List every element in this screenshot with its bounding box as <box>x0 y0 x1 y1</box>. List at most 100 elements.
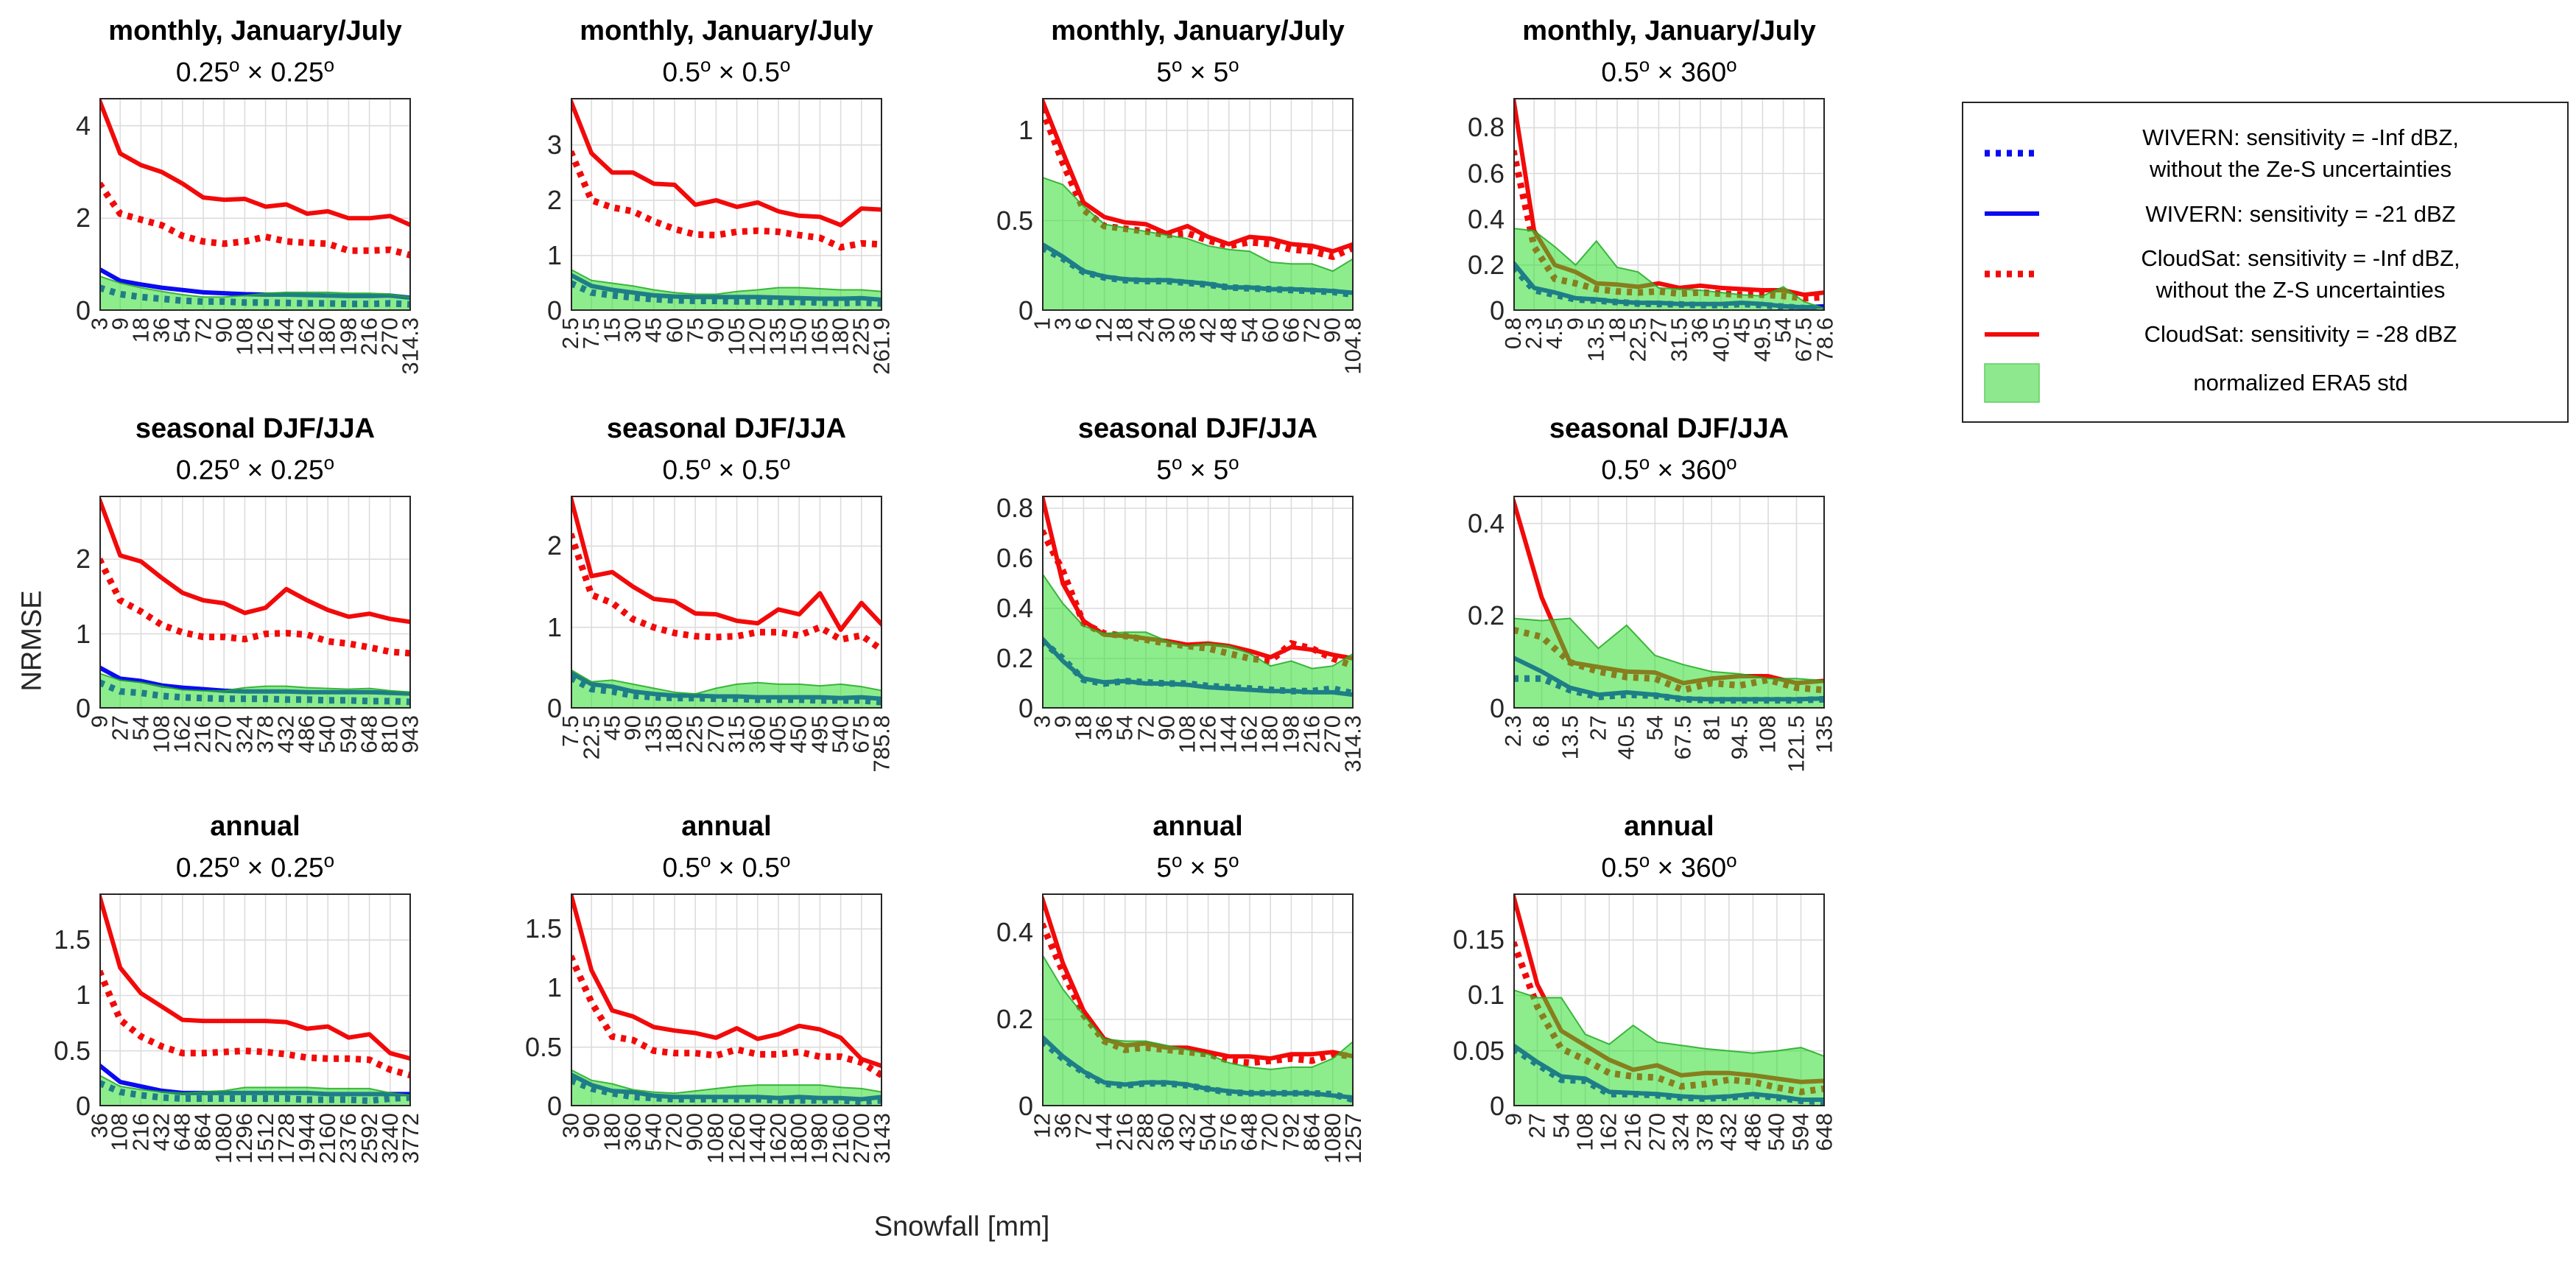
axes-box <box>99 496 411 709</box>
legend-item-label: WIVERN: sensitivity = -21 dBZ <box>2047 198 2554 230</box>
y-tick-label: 0.8 <box>996 493 1033 523</box>
x-tick-label: 78.6 <box>1812 317 1837 362</box>
era5-std-area <box>1513 228 1825 311</box>
era5-std-area <box>1513 988 1825 1106</box>
axes-box <box>1042 893 1354 1106</box>
subplot-annual-0.5-0.5: annual 0.5o × 0.5o 0 0.5 1 1.5 30 90 180 360 540 72… <box>525 811 895 1164</box>
y-tick-label: 0.6 <box>996 543 1033 573</box>
axes-box <box>1513 893 1825 1106</box>
x-tick-label: 9 <box>1500 1113 1526 1126</box>
blue-solid-line-swatch <box>1977 209 2047 218</box>
plot-title: annual <box>1624 811 1714 842</box>
cloudsat-solid-line <box>571 98 882 228</box>
legend-item-era5: normalized ERA5 std <box>1977 362 2554 403</box>
x-tick-label: 261.9 <box>869 317 895 375</box>
era5-std-area <box>1042 176 1354 311</box>
x-tick-label: 162 <box>1596 1113 1622 1151</box>
plot-subtitle: 5o × 5o <box>1156 54 1239 88</box>
axes-box <box>571 496 882 709</box>
y-tick-label: 0 <box>75 295 91 326</box>
legend-line: WIVERN: sensitivity = -Inf dBZ, <box>2142 124 2459 151</box>
era5-std-area <box>1513 617 1825 709</box>
y-tick-label: 0 <box>1489 693 1505 723</box>
cloudsat-solid-line <box>1042 98 1354 254</box>
y-tick-label: 0 <box>546 693 562 723</box>
cloudsat-solid-line <box>99 893 411 1061</box>
x-tick-label: 67.5 <box>1669 715 1696 760</box>
y-tick-label: 2 <box>75 203 91 233</box>
cloudsat-solid-line <box>99 497 411 625</box>
y-tick-label: 0.5 <box>524 1031 562 1062</box>
era5-std-area <box>571 268 882 311</box>
y-tick-label: 0.8 <box>1467 112 1505 143</box>
y-tick-label: 3 <box>546 129 562 160</box>
plot-title: monthly, January/July <box>1522 15 1816 46</box>
y-tick-label: 0 <box>75 693 91 723</box>
plot-canvas <box>571 98 882 311</box>
plot-canvas <box>1513 893 1825 1106</box>
plot-subtitle: 0.5o × 360o <box>1601 54 1737 88</box>
legend-line: CloudSat: sensitivity = -Inf dBZ, <box>2141 245 2460 271</box>
y-tick-label: 1 <box>546 972 562 1003</box>
plot-subtitle: 0.25o × 0.25o <box>175 54 335 88</box>
y-tick-label: 0 <box>1018 693 1033 723</box>
cloudsat-dotted-line <box>571 955 882 1079</box>
red-dotted-line-swatch <box>1977 270 2047 278</box>
plot-title: annual <box>210 811 300 842</box>
x-tick-label: 54 <box>1548 1113 1574 1139</box>
legend-line: without the Z-S uncertainties <box>2156 276 2446 303</box>
y-tick-label: 0.2 <box>996 643 1033 673</box>
era5-std-area <box>99 275 411 311</box>
legend: WIVERN: sensitivity = -Inf dBZ, without … <box>1962 102 2569 423</box>
plot-canvas <box>1042 496 1354 709</box>
x-axis-label: Snowfall [mm] <box>873 1211 1050 1243</box>
cloudsat-solid-line <box>99 98 411 228</box>
y-tick-label: 0.2 <box>996 1004 1033 1035</box>
subplot-annual-0.5-360: annual 0.5o × 360o 0 0.05 0.1 0.15 9 27 54 108 162… <box>1453 811 1837 1151</box>
x-tick-label: 314.3 <box>1340 715 1366 773</box>
y-tick-label: 0.1 <box>1467 980 1505 1011</box>
y-tick-label: 0.5 <box>996 205 1033 236</box>
legend-item-label: normalized ERA5 std <box>2047 367 2554 398</box>
cloudsat-solid-line <box>571 496 882 632</box>
cloudsat-dotted-line <box>571 533 882 653</box>
plot-subtitle: 0.5o × 360o <box>1601 452 1737 485</box>
plot-canvas <box>1042 893 1354 1106</box>
green-patch-swatch <box>1977 362 2047 403</box>
subplot-annual-0.25-0.25: annual 0.25o × 0.25o 0 0.5 1 1.5 36 108 216 432 64… <box>54 811 423 1164</box>
axes-box <box>1513 98 1825 311</box>
plot-title: seasonal DJF/JJA <box>1077 413 1318 444</box>
x-tick-label: 2.3 <box>1500 715 1526 748</box>
cloudsat-dotted-line <box>1042 922 1354 1067</box>
legend-line: without the Ze-S uncertainties <box>2149 156 2452 183</box>
x-tick-label: 594 <box>1787 1113 1814 1151</box>
x-tick-label: 270 <box>1644 1113 1670 1151</box>
plot-canvas <box>1042 98 1354 311</box>
plot-title: seasonal DJF/JJA <box>135 413 376 444</box>
x-tick-label: 324 <box>1667 1113 1694 1151</box>
cloudsat-dotted-line <box>99 969 411 1079</box>
legend-item-wivern-inf: WIVERN: sensitivity = -Inf dBZ, without … <box>1977 122 2554 185</box>
plot-canvas <box>99 496 411 709</box>
y-tick-label: 0.15 <box>1452 924 1505 955</box>
legend-line: WIVERN: sensitivity = -21 dBZ <box>2145 200 2456 227</box>
x-tick-label: 6.8 <box>1528 715 1555 748</box>
plot-subtitle: 0.25o × 0.25o <box>175 849 335 883</box>
x-tick-label: 648 <box>1812 1113 1837 1151</box>
y-tick-label: 1.5 <box>53 924 91 955</box>
x-tick-label: 314.3 <box>398 317 423 375</box>
era5-std-area <box>99 1074 411 1106</box>
plot-title: annual <box>1152 811 1243 842</box>
plot-subtitle: 5o × 5o <box>1156 452 1239 485</box>
y-tick-label: 0.6 <box>1467 158 1505 189</box>
legend-line: CloudSat: sensitivity = -28 dBZ <box>2144 321 2457 348</box>
subplot-monthly-january-july-5-5: monthly, January/July 5o × 5o 0 0.5 1 1 3 6 12 18… <box>996 15 1366 375</box>
subplot-annual-5-5: annual 5o × 5o 0 0.2 0.4 12 36 72 144 216 288 360 43… <box>996 811 1366 1164</box>
x-tick-label: 785.8 <box>869 715 895 773</box>
cloudsat-dotted-line <box>99 558 411 657</box>
x-tick-label: 54 <box>1641 715 1668 741</box>
plot-title: monthly, January/July <box>108 15 402 46</box>
x-tick-label: 81 <box>1698 715 1725 741</box>
plot-canvas <box>571 893 882 1106</box>
subplot-seasonal-djf-jja-0.25-0.25: seasonal DJF/JJA 0.25o × 0.25o 0 1 2 9 27 54 108… <box>76 413 423 754</box>
